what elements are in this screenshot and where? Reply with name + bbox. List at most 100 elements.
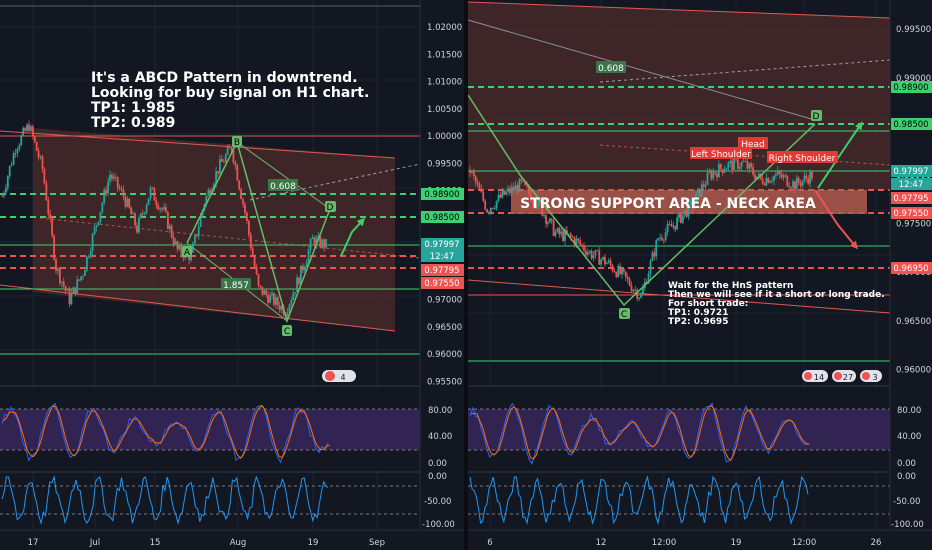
left-events-badge[interactable]: 4 xyxy=(322,370,356,382)
candle-body xyxy=(172,237,175,245)
candle-body xyxy=(672,225,675,227)
candle-body xyxy=(103,189,106,204)
right-time-axis[interactable]: 6 12 12:00 19 12:00 26 xyxy=(468,529,932,550)
candle-body xyxy=(151,187,154,189)
candle-body xyxy=(617,266,620,277)
candle-body xyxy=(678,213,680,218)
candle-body xyxy=(76,279,79,294)
right-events-badges[interactable]: 14 27 3 xyxy=(802,370,882,382)
candle-body xyxy=(263,290,266,295)
left-osc-100-label: -100.00 xyxy=(422,520,455,530)
candle-body xyxy=(55,259,57,271)
price-tick-label: 0.96000 xyxy=(427,350,462,360)
left-osc-50-label: -50.00 xyxy=(424,497,451,507)
candle-body xyxy=(558,228,561,235)
candle-body xyxy=(248,221,250,235)
left-shoulder-label: Left Shoulder xyxy=(690,147,752,160)
neck-area-label: STRONG SUPPORT AREA - NECK AREA xyxy=(520,196,816,212)
left-time-axis[interactable]: 17 Jul 15 Aug 19 Sep xyxy=(0,529,464,550)
left-badge-time: 12:47 xyxy=(421,250,464,262)
left-tick-jul: Jul xyxy=(89,538,100,548)
oscillator-line xyxy=(469,475,809,525)
candle-body xyxy=(167,211,169,229)
candle-body xyxy=(222,161,225,163)
left-osc-line xyxy=(1,475,329,525)
candle-body xyxy=(598,250,601,265)
candle-body xyxy=(577,238,580,241)
candle-body xyxy=(699,188,701,197)
candle-body xyxy=(510,186,513,194)
right-stoch-band xyxy=(468,409,890,450)
head-label: Head xyxy=(738,137,768,150)
stoch-d-line xyxy=(3,405,330,459)
candle-body xyxy=(16,149,19,154)
candle-body xyxy=(727,162,730,168)
candle-body xyxy=(68,289,71,305)
candle-body xyxy=(78,279,80,281)
candle-body xyxy=(780,174,783,178)
candle-body xyxy=(128,198,131,208)
candle-body xyxy=(602,256,604,260)
candle-body xyxy=(309,239,312,250)
left-abcd-pattern xyxy=(186,139,331,324)
candle-body xyxy=(165,207,167,212)
stoch-k-line xyxy=(469,402,808,465)
left-dashed-red-trend xyxy=(39,217,420,259)
svg-text:Looking for buy signal on H1 c: Looking for buy signal on H1 chart. xyxy=(91,85,369,101)
candle-body xyxy=(93,227,96,235)
candle-body xyxy=(37,150,40,158)
candle-body xyxy=(651,252,654,261)
panel-separator xyxy=(464,0,468,550)
right-badge-97550: 0.97550 xyxy=(891,207,932,219)
candle-body xyxy=(124,196,127,207)
price-tick-label: 0.96000 xyxy=(896,365,931,375)
candle-body xyxy=(226,147,229,155)
candle-body xyxy=(219,159,221,174)
candle-body xyxy=(257,274,260,286)
candle-body xyxy=(710,171,713,179)
candle-body xyxy=(99,211,102,222)
candle-body xyxy=(180,245,183,255)
left-label-d: D xyxy=(325,201,336,213)
svg-text:For short trade:: For short trade: xyxy=(668,299,748,309)
svg-text:0.97550: 0.97550 xyxy=(424,279,459,289)
right-label-c: C xyxy=(619,308,630,320)
candle-body xyxy=(636,289,639,299)
right-price-axis[interactable]: 0.995000.990000.985000.980000.975000.970… xyxy=(889,0,932,530)
candle-body xyxy=(807,178,810,184)
right-channel-bottom xyxy=(468,279,890,314)
left-badge-98500: 0.98500 xyxy=(421,211,464,223)
candle-body xyxy=(80,276,82,281)
candle-body xyxy=(140,213,142,218)
left-price-axis[interactable]: 1.02000 1.01500 1.01000 1.00500 1.00000 0.995… xyxy=(419,0,464,530)
candle-body xyxy=(811,172,813,179)
flag-icon xyxy=(834,372,842,380)
right-label-d: D xyxy=(811,110,822,122)
left-fib-lower: 1.857 xyxy=(221,278,251,291)
candle-body xyxy=(619,266,621,275)
candle-body xyxy=(638,297,640,299)
candle-body xyxy=(101,203,104,212)
left-badge-97550: 0.97550 xyxy=(421,277,464,289)
candle-body xyxy=(801,180,804,186)
candle-body xyxy=(493,208,496,209)
candle-body xyxy=(740,161,743,167)
svg-text:It's a ABCD Pattern in downtre: It's a ABCD Pattern in downtrend. xyxy=(91,70,358,86)
candle-body xyxy=(681,214,684,223)
candle-body xyxy=(8,166,11,177)
svg-text:4: 4 xyxy=(340,373,345,382)
right-stoch-80-label: 80.00 xyxy=(897,406,921,416)
right-badge-98900: 0.98900 xyxy=(891,81,932,93)
candle-body xyxy=(33,136,36,142)
flag-icon xyxy=(325,371,335,381)
candle-body xyxy=(118,187,121,190)
left-dashed-trend xyxy=(249,163,420,201)
candle-body xyxy=(662,239,665,241)
candle-body xyxy=(286,312,289,316)
svg-text:0.97795: 0.97795 xyxy=(424,266,459,276)
right-osc-100-label: -100.00 xyxy=(891,520,924,530)
candle-body xyxy=(111,174,113,179)
candle-body xyxy=(20,135,23,145)
candle-body xyxy=(670,224,673,227)
